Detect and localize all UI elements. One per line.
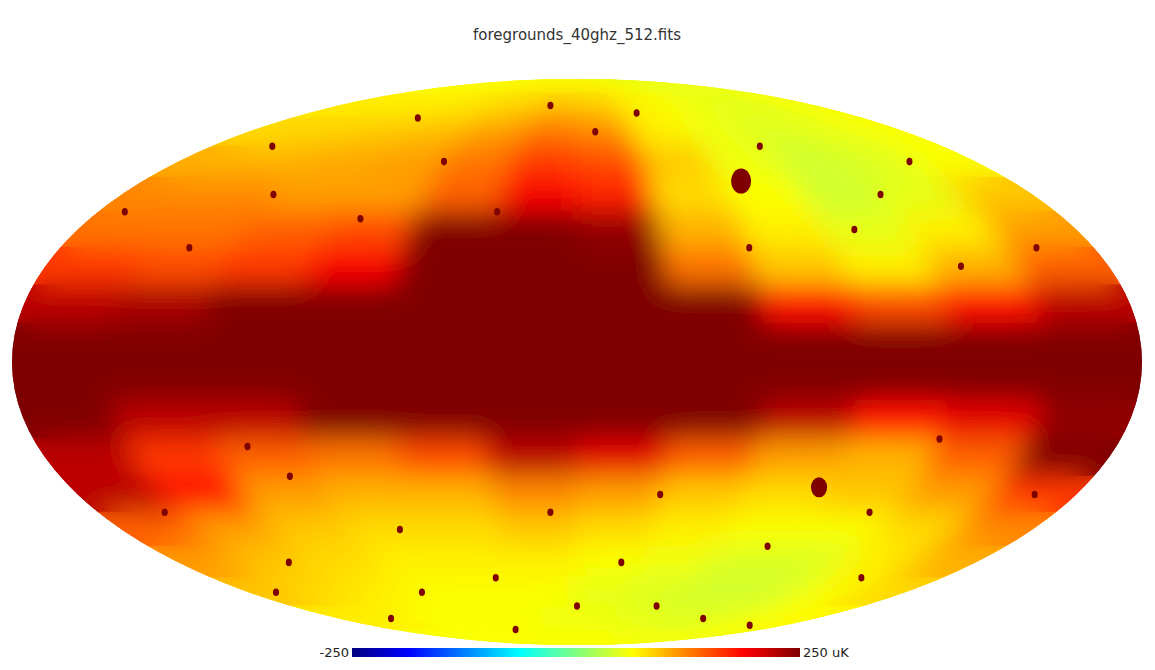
- svg-text:-250: -250: [319, 645, 349, 660]
- svg-text:250 uK: 250 uK: [803, 645, 849, 660]
- svg-text:foregrounds_40ghz_512.fits: foregrounds_40ghz_512.fits: [473, 26, 681, 45]
